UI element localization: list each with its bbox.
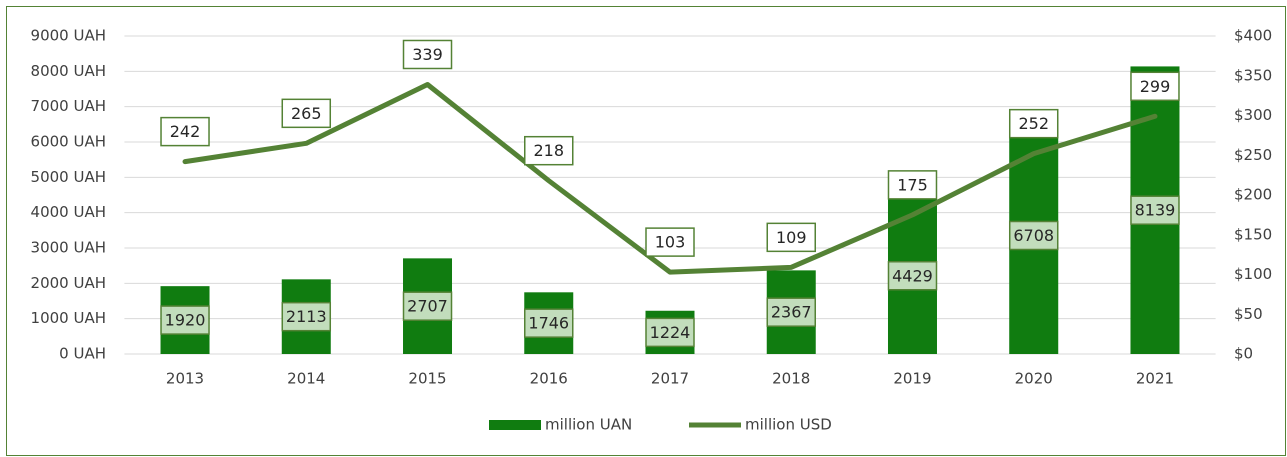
y-tick-label: 3000 UAH — [31, 239, 106, 257]
bar-value-label: 2113 — [286, 307, 327, 326]
bar-value-label-box — [645, 317, 695, 348]
bar-value-label: 1224 — [650, 323, 691, 342]
chart-frame — [6, 6, 1286, 456]
bar-value-label-box — [766, 297, 816, 327]
x-tick-label: 2018 — [772, 370, 810, 388]
bar-value-label: 2707 — [407, 297, 448, 316]
line-value-label: 242 — [170, 122, 201, 141]
y-tick-label: 5000 UAH — [31, 168, 106, 186]
x-tick-label: 2016 — [530, 370, 568, 388]
y-tick-label: 4000 UAH — [31, 203, 106, 221]
bar-value-label: 6708 — [1013, 226, 1054, 245]
x-tick-label: 2013 — [166, 370, 204, 388]
bar-value-label: 8139 — [1135, 201, 1176, 220]
bar-value-label: 1746 — [528, 314, 569, 333]
x-tick-label: 2020 — [1015, 370, 1053, 388]
y-tick-label: 8000 UAH — [31, 62, 106, 80]
bar-value-label-box — [1008, 220, 1059, 251]
line-value-label: 299 — [1140, 77, 1171, 96]
y2-tick-label: $400 — [1234, 27, 1272, 45]
y-tick-label: 2000 UAH — [31, 274, 106, 292]
line-value-label: 175 — [897, 175, 928, 194]
legend-label: million UAN — [545, 416, 632, 434]
legend-label: million USD — [745, 416, 832, 434]
bar-value-label-box — [1130, 195, 1180, 225]
bar-value-label-box — [160, 305, 210, 335]
x-tick-label: 2019 — [893, 370, 931, 388]
x-tick-label: 2021 — [1136, 370, 1174, 388]
legend-swatch — [489, 420, 541, 430]
line — [182, 81, 1158, 275]
line-value-label-box — [524, 135, 574, 166]
line-value-label: 218 — [533, 141, 564, 160]
line-value-label: 252 — [1018, 114, 1049, 133]
x-tick-label: 2014 — [287, 370, 325, 388]
y-tick-label: 6000 UAH — [31, 133, 106, 151]
y2-tick-label: $150 — [1234, 225, 1272, 243]
line-value-label-box — [160, 116, 210, 147]
line-value-label-box — [402, 39, 453, 70]
line-value-label-box — [281, 98, 332, 129]
y2-tick-label: $250 — [1234, 146, 1272, 164]
line-value-label: 339 — [412, 45, 443, 64]
x-tick-label: 2015 — [408, 370, 446, 388]
y2-tick-label: $100 — [1234, 265, 1272, 283]
line-value-label-box — [1008, 108, 1059, 139]
bar-value-label: 4429 — [892, 266, 933, 285]
y-tick-label: 9000 UAH — [31, 27, 106, 45]
y2-tick-label: $300 — [1234, 106, 1272, 124]
y-tick-label: 0 UAH — [59, 345, 106, 363]
line-value-label-box — [887, 170, 938, 200]
line-value-label-box — [1130, 71, 1180, 102]
bar-value-label-box — [402, 291, 453, 321]
bar-value-label-box — [524, 308, 574, 338]
line-value-label: 265 — [291, 104, 322, 123]
line-value-label-box — [645, 227, 695, 257]
y-tick-label: 1000 UAH — [31, 309, 106, 327]
bar-value-label: 2367 — [771, 303, 812, 322]
bar-value-label: 1920 — [165, 311, 206, 330]
line-value-label: 103 — [655, 233, 686, 252]
y2-tick-label: $50 — [1234, 305, 1263, 323]
y2-tick-label: $350 — [1234, 66, 1272, 84]
bar-value-label-box — [281, 301, 332, 332]
bar-value-label-box — [887, 261, 938, 291]
line-value-label-box — [766, 222, 816, 253]
x-tick-label: 2017 — [651, 370, 689, 388]
y2-tick-label: $200 — [1234, 186, 1272, 204]
y-tick-label: 7000 UAH — [31, 97, 106, 115]
line-value-label: 109 — [776, 228, 807, 247]
y2-tick-label: $0 — [1234, 345, 1253, 363]
